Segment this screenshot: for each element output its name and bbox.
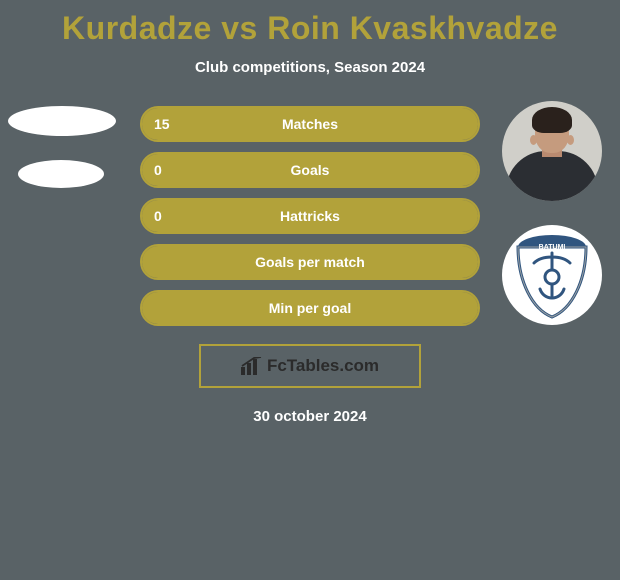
brand-text: FcTables.com — [267, 356, 379, 376]
avatar-hair-shape — [532, 107, 572, 133]
stat-label: Goals — [291, 162, 330, 178]
player2-avatar — [502, 101, 602, 201]
club2-crest: BATUMI — [502, 225, 602, 325]
stat-left-value: 15 — [154, 116, 170, 132]
stat-label: Matches — [282, 116, 338, 132]
stat-label: Goals per match — [255, 254, 365, 270]
stat-bar-goals-per-match: Goals per match — [140, 244, 480, 280]
stat-bar-goals: 0 Goals — [140, 152, 480, 188]
svg-text:BATUMI: BATUMI — [539, 244, 566, 251]
stat-bar-hattricks: 0 Hattricks — [140, 198, 480, 234]
stat-bars: 15 Matches 0 Goals 0 Hattricks Goals per… — [140, 106, 480, 326]
avatar-body-shape — [506, 151, 598, 201]
left-avatar-column — [8, 106, 116, 212]
club1-avatar-placeholder — [18, 160, 104, 188]
stat-label: Min per goal — [269, 300, 351, 316]
brand-watermark: FcTables.com — [199, 344, 421, 388]
club-crest-icon: BATUMI — [512, 231, 592, 319]
stat-bar-matches: 15 Matches — [140, 106, 480, 142]
bar-chart-icon — [241, 357, 263, 375]
stat-left-value: 0 — [154, 208, 162, 224]
stat-label: Hattricks — [280, 208, 340, 224]
footer-date: 30 october 2024 — [0, 408, 620, 425]
page-title: Kurdadze vs Roin Kvaskhvadze — [0, 10, 620, 47]
comparison-container: BATUMI 15 Matches 0 Goals 0 Hattricks Go… — [0, 106, 620, 425]
page-subtitle: Club competitions, Season 2024 — [0, 59, 620, 76]
right-avatar-column: BATUMI — [502, 101, 602, 325]
stat-bar-min-per-goal: Min per goal — [140, 290, 480, 326]
player1-avatar-placeholder — [8, 106, 116, 136]
stat-left-value: 0 — [154, 162, 162, 178]
